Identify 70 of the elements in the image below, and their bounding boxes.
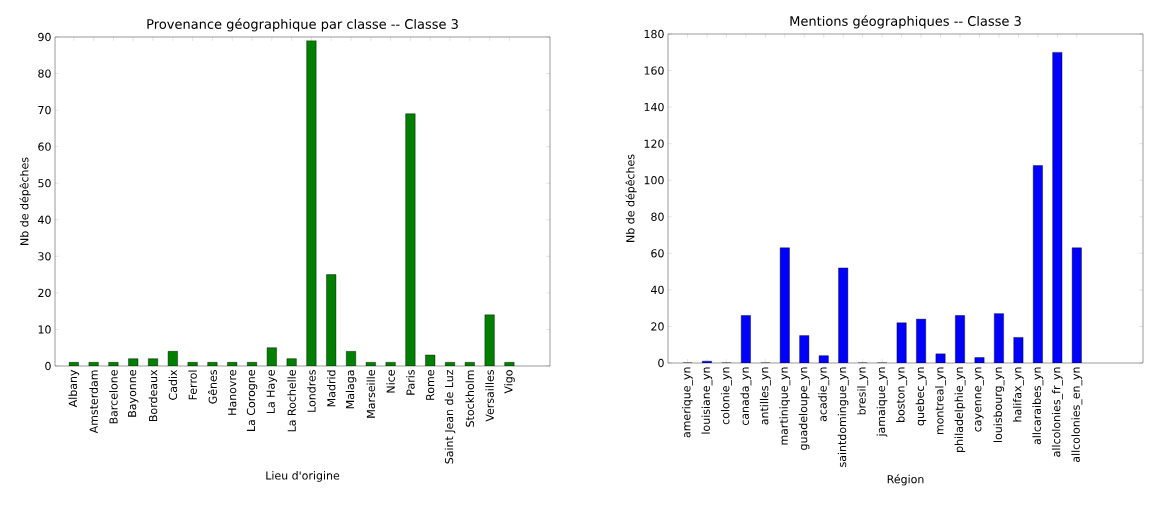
y-tick-label: 20 — [651, 322, 664, 331]
x-tick-label: Malaga — [345, 370, 357, 409]
y-tick-label: 140 — [644, 102, 664, 112]
y-tick-label: 40 — [651, 285, 664, 295]
x-tick-label: Gênes — [207, 370, 217, 404]
x-tick-label: La Corogne — [246, 370, 258, 431]
x-tick-label: canada_yn — [740, 367, 752, 426]
y-tick-label: 70 — [38, 105, 51, 115]
y-tick-label: 60 — [651, 249, 664, 258]
x-tick-label: bresil_yn — [857, 367, 869, 415]
x-tick-label: acadie_yn — [818, 367, 830, 422]
y-tick-label: 80 — [38, 69, 51, 78]
y-tick-label: 120 — [644, 139, 664, 148]
x-tick-label: quebec_yn — [915, 367, 927, 426]
x-tick-label: Cadix — [168, 369, 178, 400]
x-tick-label: Vigo — [504, 370, 515, 394]
y-axis-title: Nb de dépêches — [19, 157, 31, 245]
x-tick-label: Barcelone — [109, 370, 118, 424]
x-tick-label: amerique_yn — [682, 367, 693, 438]
x-tick-label: saintdomingue_yn — [837, 367, 849, 467]
x-tick-label: La Rochelle — [287, 370, 296, 432]
x-axis-title: Région — [887, 474, 924, 486]
x-tick-label: Nice — [386, 370, 395, 393]
x-tick-label: halifax_yn — [1012, 367, 1024, 422]
y-tick-label: 80 — [651, 212, 664, 221]
x-tick-label: Londres — [307, 370, 316, 412]
y-tick-label: 60 — [38, 142, 51, 151]
x-tick-label: antilles_yn — [759, 367, 771, 425]
y-tick-label: 0 — [658, 358, 664, 368]
x-tick-label: Albany — [68, 369, 80, 408]
x-tick-label: Ferrol — [188, 370, 197, 400]
y-axis-title: Nb de dépêches — [625, 154, 637, 242]
y-tick-label: 30 — [38, 252, 51, 261]
x-tick-label: Saint Jean de Luz — [444, 369, 456, 464]
x-axis-title: Lieu d'origine — [266, 471, 340, 482]
x-tick-label: Bayonne — [128, 370, 139, 417]
chart-title: Provenance géographique par classe -- Classe 3 — [147, 18, 458, 32]
x-tick-label: guadeloupe_yn — [798, 367, 810, 450]
x-tick-label: Amsterdam — [89, 370, 98, 434]
x-tick-label: La Haye — [266, 370, 277, 414]
y-tick-label: 20 — [38, 288, 51, 298]
x-tick-label: louisiane_yn — [701, 367, 713, 434]
x-tick-label: boston_yn — [896, 367, 908, 422]
x-tick-label: cayenne_yn — [975, 367, 984, 432]
x-tick-label: Paris — [406, 370, 415, 395]
x-tick-label: martinique_yn — [779, 367, 791, 445]
y-tick-label: 40 — [38, 215, 51, 224]
x-tick-label: Hanovre — [228, 370, 237, 415]
x-tick-label: Stockholm — [465, 370, 475, 427]
x-tick-label: allcolonies_fr_yn — [1051, 367, 1063, 457]
y-tick-label: 100 — [644, 176, 664, 185]
x-tick-label: jamaique_yn — [876, 367, 888, 437]
x-tick-label: philadelphie_yn — [954, 367, 966, 452]
x-tick-label: montreal_yn — [935, 367, 947, 435]
x-tick-label: Rome — [426, 370, 435, 400]
x-tick-label: Madrid — [326, 370, 336, 407]
y-tick-label: 160 — [644, 66, 664, 75]
x-tick-label: louisbourg_yn — [993, 367, 1005, 443]
y-tick-label: 90 — [38, 32, 51, 42]
x-tick-label: allcolonies_en_yn — [1071, 367, 1083, 463]
x-tick-label: allcaraibes_yn — [1032, 367, 1044, 445]
y-tick-label: 180 — [644, 29, 664, 39]
chart-title: Mentions géographiques -- Classe 3 — [790, 15, 1021, 29]
y-tick-label: 0 — [45, 361, 51, 371]
x-tick-label: Marseille — [366, 370, 376, 418]
x-tick-label: colonie_yn — [720, 367, 732, 425]
x-tick-label: Bordeaux — [148, 369, 158, 422]
x-tick-label: Versailles — [485, 370, 494, 422]
y-tick-label: 10 — [38, 325, 51, 334]
y-tick-label: 50 — [38, 179, 51, 188]
